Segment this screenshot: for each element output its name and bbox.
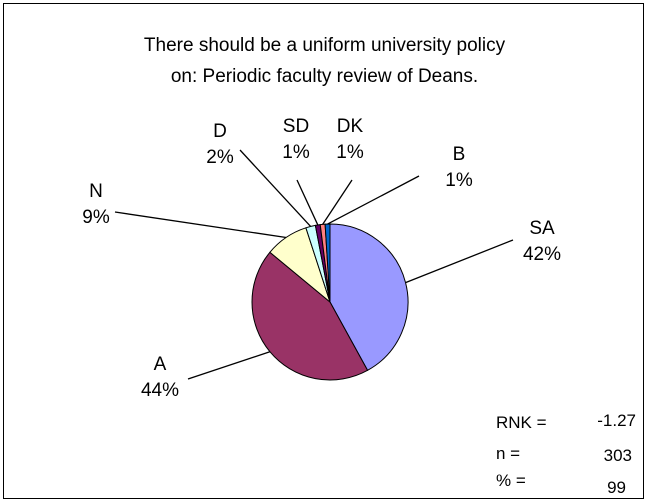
slice-pct-sd: 1% [282, 142, 310, 163]
pct-value: 99 [607, 478, 626, 497]
slice-pct-dk: 1% [336, 142, 364, 163]
leader-line-a [187, 351, 271, 380]
leader-line-sd [296, 179, 319, 226]
slice-pct-d: 2% [206, 147, 234, 168]
leader-line-b [327, 175, 420, 225]
n-value: 303 [603, 446, 632, 465]
slice-label-sa: SA [529, 218, 555, 239]
slice-pct-sa: 42% [523, 244, 561, 265]
leader-line-d [239, 149, 312, 227]
slice-pct-n: 9% [82, 207, 110, 228]
slice-label-d: D [213, 121, 227, 142]
slice-label-a: A [154, 354, 167, 375]
chart-title-line2: on: Periodic faculty review of Deans. [170, 66, 479, 87]
leader-line-dk [322, 179, 353, 225]
slice-pct-b: 1% [445, 170, 473, 191]
slice-label-dk: DK [337, 116, 364, 137]
slice-label-n: N [89, 181, 103, 202]
n-label: n = [496, 444, 521, 463]
chart-title-line1: There should be a uniform university pol… [143, 35, 506, 56]
pct-label: % = [496, 471, 526, 490]
pie-slice-b [324, 223, 331, 303]
leader-line-sa [405, 239, 514, 284]
leader-line-n [114, 211, 287, 239]
slice-label-sd: SD [283, 116, 309, 137]
rnk-label: RNK = [496, 413, 547, 432]
slice-label-b: B [453, 144, 466, 165]
rnk-value: -1.27 [597, 411, 636, 430]
slice-pct-a: 44% [141, 380, 179, 401]
